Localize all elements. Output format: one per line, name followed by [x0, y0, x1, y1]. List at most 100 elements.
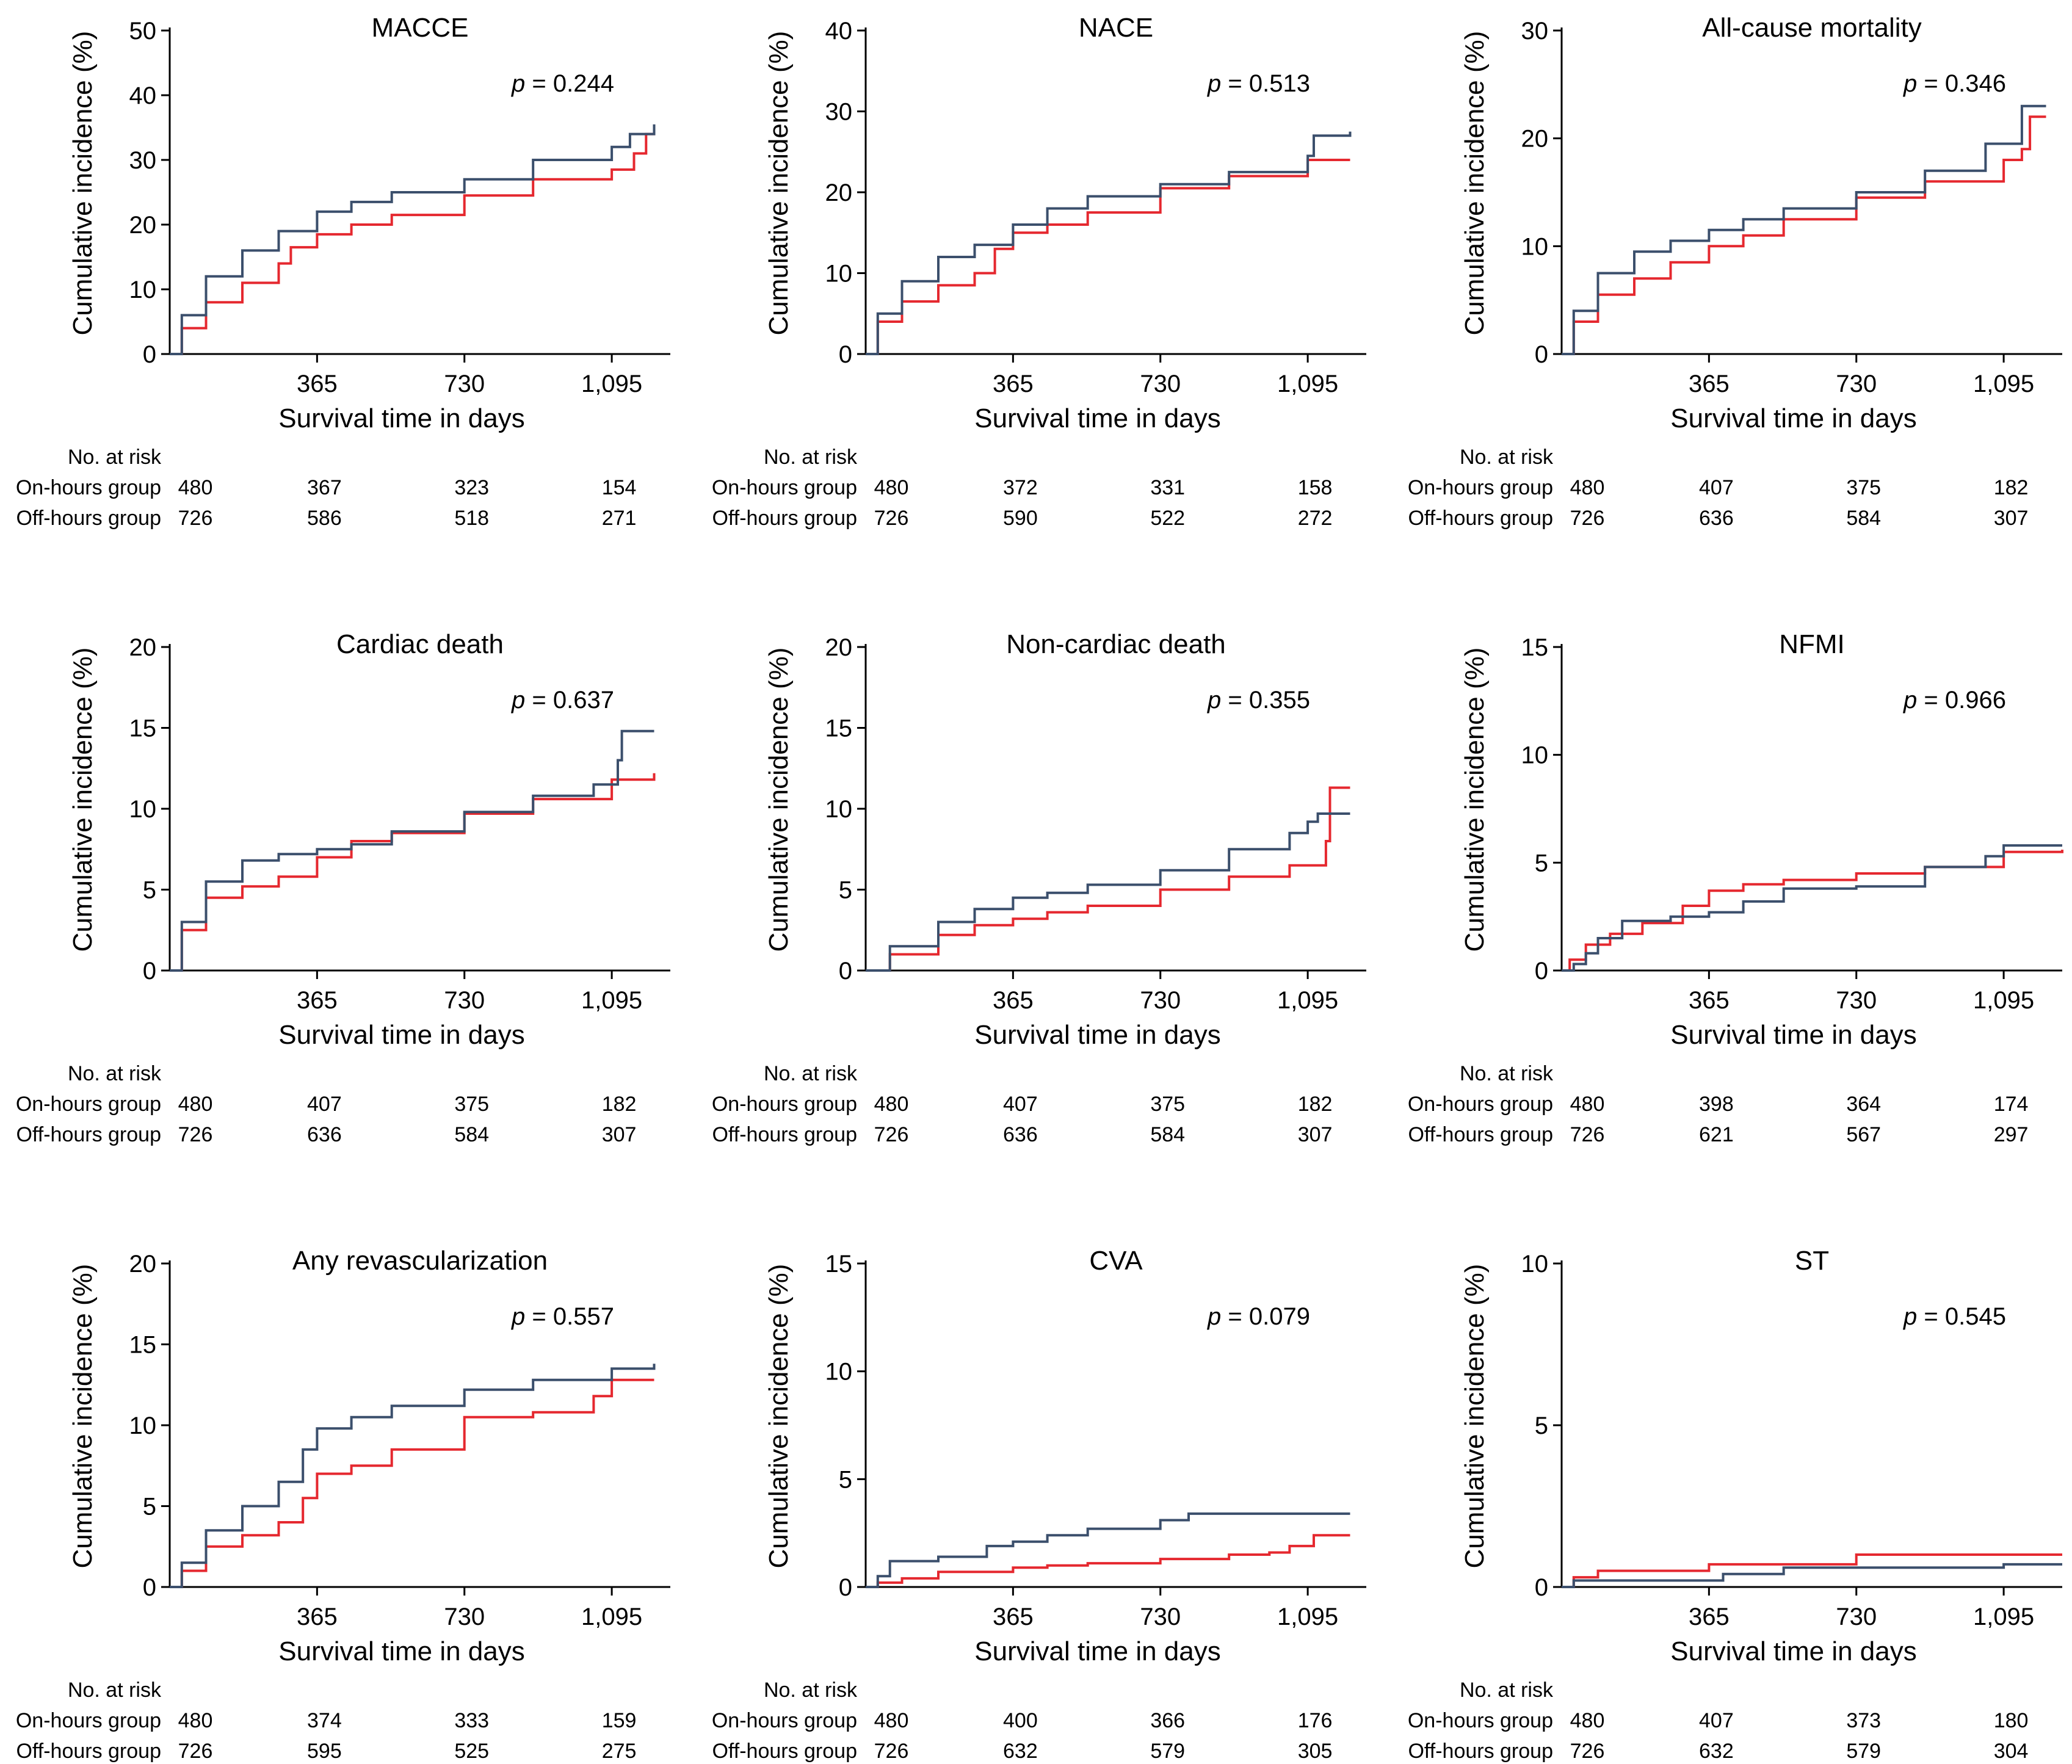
y-tick-label: 20 — [129, 212, 157, 239]
km-curve-on-hours-group — [1562, 1563, 2062, 1588]
risk-count: 367 — [307, 476, 342, 499]
y-tick-label: 0 — [839, 341, 852, 368]
risk-count: 407 — [1699, 1709, 1734, 1732]
y-tick-label: 0 — [143, 1574, 156, 1601]
risk-count: 586 — [307, 507, 342, 530]
panel-title: All-cause mortality — [1702, 13, 1921, 43]
panel-title: CVA — [1089, 1246, 1143, 1276]
y-tick-label: 5 — [1535, 1412, 1548, 1439]
risk-count: 480 — [1570, 1709, 1605, 1732]
y-tick-label: 10 — [825, 1359, 853, 1386]
p-value-label: p = 0.513 — [1207, 70, 1310, 97]
risk-count: 726 — [178, 507, 213, 530]
risk-count: 726 — [1570, 1123, 1605, 1146]
risk-table-header: No. at risk — [764, 1679, 858, 1702]
risk-row-label: On-hours group — [16, 1093, 161, 1116]
x-tick-label: 1,095 — [1277, 1603, 1338, 1630]
y-tick-label: 10 — [129, 796, 157, 823]
risk-count: 636 — [1003, 1123, 1038, 1146]
risk-row-label: Off-hours group — [1408, 507, 1553, 530]
risk-row-label: On-hours group — [16, 1709, 161, 1732]
risk-count: 307 — [1994, 507, 2029, 530]
x-tick-label: 1,095 — [581, 371, 642, 397]
x-tick-label: 365 — [993, 371, 1034, 397]
panel-title: NFMI — [1779, 629, 1845, 659]
panel-title: Cardiac death — [336, 629, 504, 659]
y-tick-label: 30 — [1521, 18, 1549, 45]
y-tick-label: 0 — [1535, 958, 1548, 985]
risk-count: 304 — [1994, 1740, 2029, 1763]
risk-row-label: On-hours group — [712, 476, 857, 499]
y-tick-label: 50 — [129, 18, 157, 45]
y-tick-label: 30 — [825, 99, 853, 126]
y-tick-label: 10 — [825, 261, 853, 287]
risk-count: 480 — [1570, 1093, 1605, 1116]
y-axis-label: Cumulative incidence (%) — [764, 31, 794, 336]
risk-row-label: On-hours group — [1408, 1093, 1553, 1116]
panel-title: MACCE — [372, 13, 469, 43]
risk-count: 182 — [1298, 1093, 1333, 1116]
risk-count: 726 — [1570, 1740, 1605, 1763]
risk-count: 400 — [1003, 1709, 1038, 1732]
risk-count: 595 — [307, 1740, 342, 1763]
risk-table-header: No. at risk — [68, 446, 162, 469]
risk-count: 182 — [1994, 476, 2029, 499]
risk-count: 480 — [178, 1093, 213, 1116]
risk-count: 590 — [1003, 507, 1038, 530]
x-tick-label: 730 — [1140, 987, 1181, 1014]
y-tick-label: 10 — [1521, 233, 1549, 260]
risk-count: 372 — [1003, 476, 1038, 499]
risk-row-label: Off-hours group — [16, 1123, 161, 1146]
panel-5: 0 5 10 15 20 365 730 1,095 Survival time in days… — [712, 629, 1366, 1146]
y-tick-label: 10 — [129, 277, 157, 303]
risk-count: 375 — [1846, 476, 1881, 499]
km-curve-off-hours-group — [1562, 850, 2063, 972]
y-tick-label: 0 — [143, 958, 156, 985]
risk-row-label: On-hours group — [712, 1709, 857, 1732]
risk-count: 726 — [874, 507, 909, 530]
risk-table-header: No. at risk — [1460, 1062, 1554, 1085]
y-tick-label: 5 — [839, 877, 852, 904]
p-value-label: p = 0.637 — [511, 687, 614, 714]
y-tick-label: 15 — [825, 715, 853, 742]
risk-count: 480 — [874, 476, 909, 499]
panel-2: 0 10 20 30 40 365 730 1,095 Survival time in day… — [712, 13, 1366, 530]
risk-count: 333 — [454, 1709, 489, 1732]
risk-count: 407 — [1003, 1093, 1038, 1116]
risk-count: 272 — [1298, 507, 1333, 530]
x-tick-label: 365 — [1689, 987, 1730, 1014]
y-tick-label: 15 — [825, 1251, 853, 1278]
risk-count: 632 — [1699, 1740, 1734, 1763]
km-curve-on-hours-group — [1562, 844, 2062, 972]
risk-count: 154 — [602, 476, 637, 499]
x-tick-label: 1,095 — [1277, 987, 1338, 1014]
y-tick-label: 0 — [839, 1574, 852, 1601]
panel-title: Non-cardiac death — [1006, 629, 1226, 659]
y-tick-label: 30 — [129, 147, 157, 174]
x-tick-label: 730 — [1836, 371, 1877, 397]
x-axis-label: Survival time in days — [1670, 1636, 1916, 1666]
risk-row-label: Off-hours group — [712, 1740, 857, 1763]
risk-table-header: No. at risk — [68, 1062, 162, 1085]
panel-1: 0 10 20 30 40 50 365 730 1,095 Survival time in d… — [16, 13, 670, 530]
x-tick-label: 730 — [444, 371, 485, 397]
risk-table-header: No. at risk — [1460, 1679, 1554, 1702]
x-tick-label: 730 — [444, 1603, 485, 1630]
risk-count: 579 — [1150, 1740, 1185, 1763]
y-axis-label: Cumulative incidence (%) — [1460, 648, 1490, 952]
y-tick-label: 5 — [1535, 850, 1548, 877]
x-tick-label: 730 — [444, 987, 485, 1014]
panel-title: Any revascularization — [292, 1246, 548, 1276]
x-tick-label: 1,095 — [1973, 371, 2034, 397]
km-curve-on-hours-group — [170, 729, 654, 972]
risk-count: 364 — [1846, 1093, 1881, 1116]
y-axis-label: Cumulative incidence (%) — [68, 648, 98, 952]
panel-title: NACE — [1079, 13, 1153, 43]
panel-3: 0 10 20 30 365 730 1,095 Survival time in days C… — [1408, 13, 2062, 530]
km-curve-off-hours-group — [1562, 1553, 2062, 1588]
y-axis-label: Cumulative incidence (%) — [1460, 31, 1490, 336]
risk-count: 579 — [1846, 1740, 1881, 1763]
y-axis-label: Cumulative incidence (%) — [764, 648, 794, 952]
risk-count: 375 — [454, 1093, 489, 1116]
